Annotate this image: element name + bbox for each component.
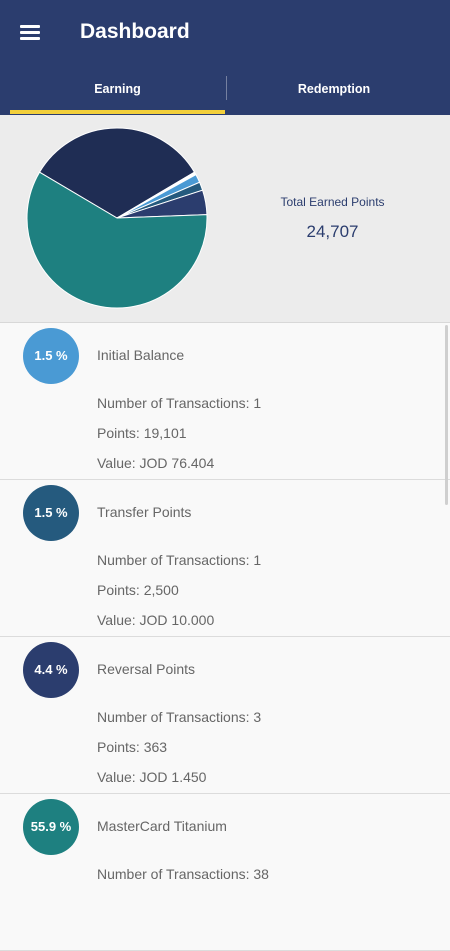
monetary-value: Value: JOD 10.000 xyxy=(97,612,215,628)
percent-badge: 1.5 % xyxy=(23,485,79,541)
item-name: MasterCard Titanium xyxy=(97,818,227,834)
list-item[interactable]: 55.9 % MasterCard Titanium Number of Tra… xyxy=(0,794,450,951)
tab-divider xyxy=(226,76,227,100)
earning-list: 1.5 % Initial Balance Number of Transact… xyxy=(0,323,450,951)
total-earned-value: 24,707 xyxy=(306,222,359,241)
transactions-count: Number of Transactions: 3 xyxy=(97,709,262,725)
list-item[interactable]: 1.5 % Initial Balance Number of Transact… xyxy=(0,323,450,480)
list-item[interactable]: 4.4 % Reversal Points Number of Transact… xyxy=(0,637,450,794)
monetary-value: Value: JOD 76.404 xyxy=(97,455,215,471)
percent-badge: 1.5 % xyxy=(23,328,79,384)
tab-redemption[interactable]: Redemption xyxy=(297,82,371,96)
monetary-value: Value: JOD 1.450 xyxy=(97,769,207,785)
points-summary: Total Earned Points 24,707 xyxy=(0,115,450,323)
list-item[interactable]: 1.5 % Transfer Points Number of Transact… xyxy=(0,480,450,637)
item-name: Reversal Points xyxy=(97,661,196,677)
page-title: Dashboard xyxy=(80,20,190,43)
percent-badge: 55.9 % xyxy=(23,799,79,855)
pie-slice-0[interactable] xyxy=(38,127,196,219)
tab-bar: Earning Redemption xyxy=(0,68,450,115)
transactions-count: Number of Transactions: 38 xyxy=(97,866,269,882)
points-value: Points: 363 xyxy=(97,739,168,755)
hamburger-menu-icon[interactable] xyxy=(18,22,44,44)
transactions-count: Number of Transactions: 1 xyxy=(97,552,262,568)
active-tab-indicator xyxy=(10,110,225,114)
points-value: Points: 19,101 xyxy=(97,425,187,441)
tab-earning[interactable]: Earning xyxy=(94,82,141,96)
earning-pie-chart[interactable] xyxy=(22,123,212,313)
app-bar: Dashboard Earning Redemption xyxy=(0,0,450,115)
pie-slice-5[interactable] xyxy=(26,171,208,309)
transactions-count: Number of Transactions: 1 xyxy=(97,395,262,411)
percent-badge: 4.4 % xyxy=(23,642,79,698)
scrollbar[interactable] xyxy=(445,325,448,505)
total-earned-label: Total Earned Points xyxy=(280,195,385,209)
item-name: Initial Balance xyxy=(97,347,185,363)
points-value: Points: 2,500 xyxy=(97,582,179,598)
item-name: Transfer Points xyxy=(97,504,192,520)
